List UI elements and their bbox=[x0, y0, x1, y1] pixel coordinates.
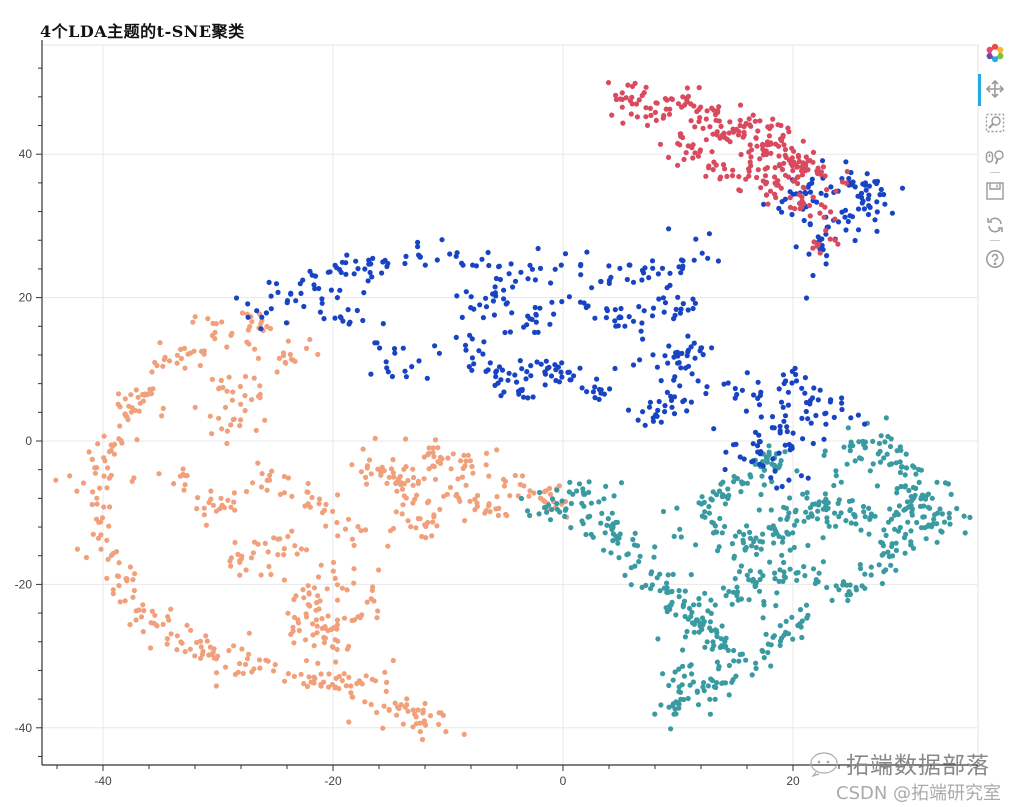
y-tick-label: 20 bbox=[19, 291, 33, 305]
series-topic-0 bbox=[605, 80, 850, 256]
axes: -40 -20 0 20 40 20 0 -20 -40 bbox=[15, 40, 978, 788]
y-tick-label: -20 bbox=[15, 577, 33, 591]
bokeh-logo-icon[interactable] bbox=[984, 42, 1006, 64]
pan-tool-icon[interactable] bbox=[984, 78, 1006, 100]
y-tick-label: 40 bbox=[19, 147, 33, 161]
plot-toolbar bbox=[978, 40, 1014, 280]
watermark-brand: 拓端数据部落 bbox=[846, 753, 990, 779]
chart-title: 4个LDA主题的t-SNE聚类 bbox=[40, 22, 245, 41]
wheel-zoom-tool-icon[interactable] bbox=[984, 146, 1006, 168]
series-topic-1 bbox=[233, 158, 906, 491]
grid-lines bbox=[41, 44, 979, 766]
reset-tool-icon[interactable] bbox=[984, 214, 1006, 236]
wechat-icon bbox=[810, 752, 838, 778]
watermark-source: CSDN @拓端研究室 bbox=[836, 783, 1002, 804]
scatter-points bbox=[53, 80, 973, 743]
box-zoom-tool-icon[interactable] bbox=[984, 112, 1006, 134]
y-tick-label: 0 bbox=[25, 434, 32, 448]
y-tick-label: -40 bbox=[15, 721, 33, 735]
series-topic-2 bbox=[53, 310, 570, 743]
x-tick-label: 0 bbox=[560, 774, 567, 788]
x-tick-label: -40 bbox=[94, 774, 112, 788]
x-tick-label: -20 bbox=[324, 774, 342, 788]
series-topic-3 bbox=[518, 415, 973, 732]
x-tick-label: 20 bbox=[786, 774, 800, 788]
save-tool-icon[interactable] bbox=[984, 180, 1006, 202]
help-tool-icon[interactable] bbox=[984, 248, 1006, 270]
active-tool-indicator bbox=[978, 74, 981, 106]
